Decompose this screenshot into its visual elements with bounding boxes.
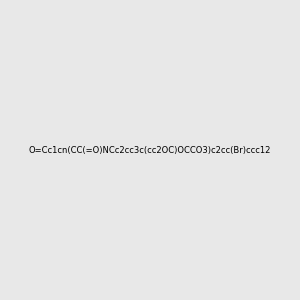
Text: O=Cc1cn(CC(=O)NCc2cc3c(cc2OC)OCCO3)c2cc(Br)ccc12: O=Cc1cn(CC(=O)NCc2cc3c(cc2OC)OCCO3)c2cc(… xyxy=(29,146,271,154)
